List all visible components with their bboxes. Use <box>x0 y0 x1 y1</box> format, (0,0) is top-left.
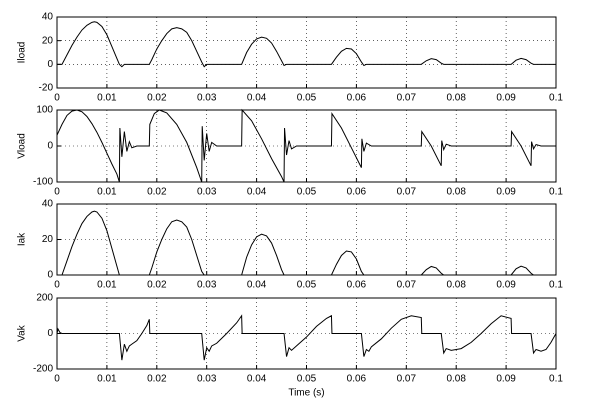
x-tick-label: 0.02 <box>147 187 167 198</box>
y-tick-label: 0 <box>47 141 53 152</box>
x-tick-label: 0 <box>54 187 60 198</box>
x-tick-label: 0.09 <box>496 374 516 385</box>
y-axis-label: Iload <box>17 42 28 64</box>
x-tick-label: 0.07 <box>397 280 417 291</box>
plot-frame <box>56 16 557 89</box>
x-tick-label: 0.01 <box>97 280 117 291</box>
x-tick-label: 0.04 <box>247 93 267 104</box>
x-tick-label: 0.03 <box>197 374 217 385</box>
x-tick-label: 0 <box>54 374 60 385</box>
x-tick-label: 0.01 <box>97 187 117 198</box>
y-tick-label: -100 <box>33 177 53 188</box>
y-tick-label: 0 <box>47 270 53 281</box>
x-tick-label: 0.03 <box>197 280 217 291</box>
y-tick-label: 40 <box>42 12 54 23</box>
x-tick-label: 0.05 <box>297 280 317 291</box>
x-tick-label: 0.05 <box>297 374 317 385</box>
x-tick-label: 0.07 <box>397 93 417 104</box>
x-tick-label: 0 <box>54 280 60 291</box>
y-tick-label: 200 <box>36 293 53 304</box>
x-tick-label: 0.02 <box>147 280 167 291</box>
trace <box>57 210 556 276</box>
x-tick-label: 0.1 <box>549 93 563 104</box>
y-axis-label: Vak <box>17 324 28 341</box>
y-axis-label: Vload <box>17 133 28 159</box>
x-tick-label: 0.04 <box>247 374 267 385</box>
x-tick-label: 0.1 <box>549 374 563 385</box>
y-tick-label: 20 <box>42 234 54 245</box>
y-tick-label: 100 <box>36 105 53 116</box>
x-tick-label: 0.04 <box>247 280 267 291</box>
x-tick-label: 0.09 <box>496 93 516 104</box>
x-tick-label: 0.08 <box>446 93 466 104</box>
x-tick-label: 0.06 <box>347 93 367 104</box>
x-tick-label: 0.07 <box>397 374 417 385</box>
x-axis-label: Time (s) <box>288 388 324 399</box>
x-tick-label: 0.1 <box>549 280 563 291</box>
trace <box>57 21 556 68</box>
x-tick-label: 0.04 <box>247 187 267 198</box>
x-tick-label: 0.06 <box>347 374 367 385</box>
y-tick-label: 0 <box>47 59 53 70</box>
x-tick-label: 0.01 <box>97 93 117 104</box>
x-tick-label: 0.05 <box>297 93 317 104</box>
x-tick-label: 0.07 <box>397 187 417 198</box>
x-tick-label: 0.1 <box>549 187 563 198</box>
y-tick-label: -200 <box>33 364 53 375</box>
x-tick-label: 0.03 <box>197 93 217 104</box>
y-axis-label: Iak <box>17 232 28 246</box>
x-tick-label: 0.08 <box>446 280 466 291</box>
x-tick-label: 0.03 <box>197 187 217 198</box>
x-tick-label: 0 <box>54 93 60 104</box>
y-tick-label: -20 <box>39 83 54 94</box>
y-tick-label: 20 <box>42 35 54 46</box>
x-tick-label: 0.09 <box>496 187 516 198</box>
x-tick-label: 0.05 <box>297 187 317 198</box>
x-tick-label: 0.08 <box>446 374 466 385</box>
y-tick-label: 40 <box>42 199 54 210</box>
trace <box>56 108 556 183</box>
x-tick-label: 0.02 <box>147 93 167 104</box>
x-tick-label: 0.08 <box>446 187 466 198</box>
trace <box>56 314 557 361</box>
x-tick-label: 0.06 <box>347 187 367 198</box>
x-tick-label: 0.02 <box>147 374 167 385</box>
x-tick-label: 0.01 <box>97 374 117 385</box>
y-tick-label: 0 <box>47 328 53 339</box>
x-tick-label: 0.09 <box>496 280 516 291</box>
x-tick-label: 0.06 <box>347 280 367 291</box>
